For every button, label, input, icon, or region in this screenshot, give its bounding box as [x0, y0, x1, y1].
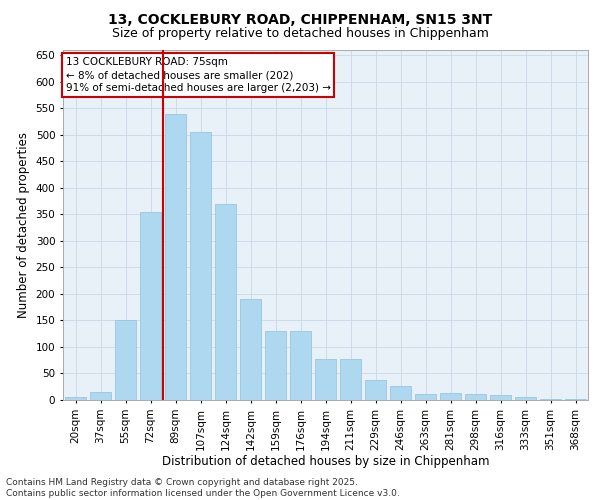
Text: Size of property relative to detached houses in Chippenham: Size of property relative to detached ho… — [112, 28, 488, 40]
Text: Contains HM Land Registry data © Crown copyright and database right 2025.
Contai: Contains HM Land Registry data © Crown c… — [6, 478, 400, 498]
Bar — [115, 320, 136, 400]
Bar — [315, 358, 336, 400]
Bar — [215, 204, 236, 400]
Bar — [240, 299, 261, 400]
Bar — [65, 398, 86, 400]
Bar — [90, 392, 111, 400]
Bar — [465, 394, 486, 400]
Y-axis label: Number of detached properties: Number of detached properties — [17, 132, 30, 318]
Bar — [490, 394, 511, 400]
Bar — [265, 331, 286, 400]
Bar — [165, 114, 186, 400]
Bar — [540, 399, 561, 400]
Bar — [390, 386, 411, 400]
Text: 13, COCKLEBURY ROAD, CHIPPENHAM, SN15 3NT: 13, COCKLEBURY ROAD, CHIPPENHAM, SN15 3N… — [108, 12, 492, 26]
Bar — [440, 393, 461, 400]
Bar — [290, 331, 311, 400]
Bar — [415, 394, 436, 400]
Bar — [140, 212, 161, 400]
Bar — [365, 380, 386, 400]
Bar — [190, 132, 211, 400]
Bar — [340, 358, 361, 400]
Bar — [515, 398, 536, 400]
Text: 13 COCKLEBURY ROAD: 75sqm
← 8% of detached houses are smaller (202)
91% of semi-: 13 COCKLEBURY ROAD: 75sqm ← 8% of detach… — [65, 57, 331, 94]
X-axis label: Distribution of detached houses by size in Chippenham: Distribution of detached houses by size … — [162, 456, 489, 468]
